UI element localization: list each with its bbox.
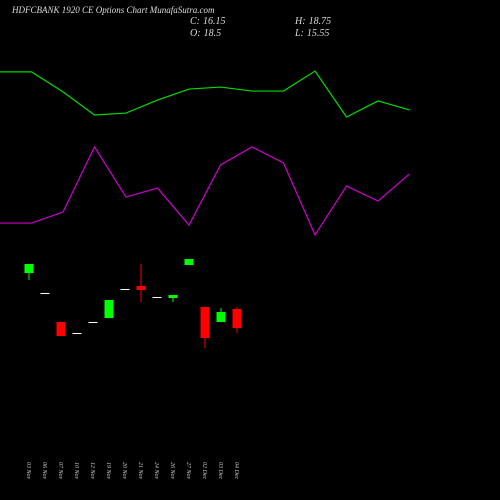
- candle-body: [56, 321, 66, 337]
- x-tick-label: 04 Dec: [233, 462, 240, 479]
- x-tick-label: 02 Dec: [201, 462, 207, 479]
- x-tick-label: 26 Nov: [169, 462, 175, 480]
- x-tick-label: 19 Nov: [105, 462, 111, 480]
- summary-item: O: 18.5: [190, 28, 221, 39]
- candle-body: [24, 263, 34, 274]
- candle-body: [72, 333, 82, 335]
- candle-body: [232, 309, 242, 329]
- candle-body: [152, 297, 162, 299]
- candle-body: [168, 295, 178, 299]
- candle-body: [88, 321, 98, 323]
- summary-name: C:: [190, 16, 200, 27]
- x-tick-label: 20 Nov: [121, 462, 127, 480]
- summary-value: 18.75: [309, 16, 332, 27]
- candle-body: [136, 286, 146, 290]
- x-tick-label: 03 Nov: [25, 462, 31, 480]
- x-tick-label: 24 Nov: [153, 462, 160, 480]
- candle-body: [120, 289, 130, 291]
- summary-value: 15.55: [307, 28, 330, 39]
- summary-item: L: 15.55: [294, 28, 329, 39]
- summary-name: O:: [190, 28, 201, 39]
- candle-body: [184, 259, 194, 266]
- candle-body: [104, 300, 114, 319]
- summary-item: C: 16.15: [190, 16, 226, 27]
- candle-body: [40, 292, 50, 294]
- summary-item: H: 18.75: [294, 16, 331, 27]
- summary-name: L:: [294, 28, 304, 39]
- candle-body: [200, 307, 210, 339]
- x-tick-label: 27 Nov: [185, 462, 191, 480]
- x-tick-label: 03 Dec: [217, 462, 223, 479]
- summary-value: 18.5: [204, 28, 222, 39]
- x-tick-label: 07 Nov: [57, 462, 63, 480]
- x-tick-label: 12 Nov: [89, 462, 95, 480]
- chart-title: HDFCBANK 1920 CE Options Chart MunafaSut…: [11, 5, 215, 15]
- summary-name: H:: [294, 16, 306, 27]
- x-tick-label: 10 Nov: [73, 462, 79, 480]
- x-tick-label: 21 Nov: [137, 462, 143, 480]
- summary-value: 16.15: [203, 16, 226, 27]
- candle-body: [216, 312, 226, 322]
- indicator-line: [0, 70, 410, 118]
- indicator-line: [0, 145, 410, 237]
- x-tick-label: 06 Nov: [41, 462, 47, 480]
